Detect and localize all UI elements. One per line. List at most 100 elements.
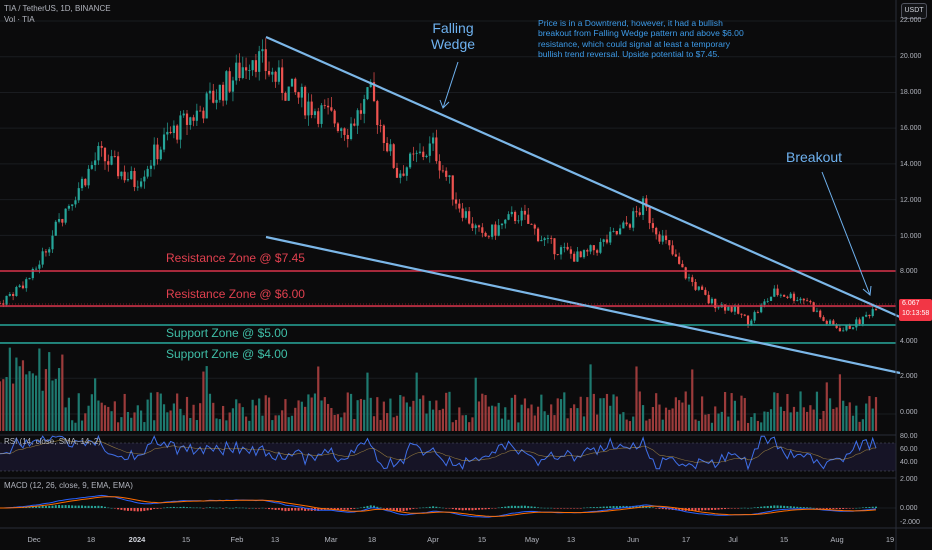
candle-body	[277, 67, 280, 82]
volume-bar	[415, 372, 418, 431]
volume-bar	[855, 405, 858, 431]
candle-body	[94, 160, 97, 166]
candle-body	[61, 219, 64, 223]
volume-bar	[356, 400, 359, 431]
macd-hist-bar	[402, 508, 405, 512]
volume-bar	[290, 415, 294, 431]
volume-bar	[641, 405, 645, 431]
macd-hist-bar	[730, 508, 733, 509]
candle-body	[5, 295, 8, 305]
macd-hist-bar	[842, 508, 845, 510]
macd-hist-bar	[697, 508, 700, 511]
macd-hist-bar	[126, 508, 129, 511]
candle-body	[612, 230, 615, 232]
macd-hist-bar	[448, 508, 451, 509]
candle-body	[681, 263, 684, 268]
candle-body	[336, 123, 340, 131]
candle-body	[386, 142, 389, 152]
candle-body	[320, 105, 323, 124]
macd-hist-bar	[189, 507, 192, 508]
macd-hist-bar	[172, 506, 175, 508]
volume-bar	[494, 406, 497, 431]
volume-bar	[18, 366, 21, 431]
candle-body	[261, 49, 264, 52]
volume-bar	[592, 393, 595, 431]
volume-bar	[474, 377, 477, 431]
volume-bar	[697, 420, 700, 431]
candle-body	[290, 78, 294, 87]
volume-bar	[431, 409, 435, 431]
candle-body	[326, 105, 330, 108]
currency-button[interactable]: USDT	[901, 3, 927, 19]
macd-hist-bar	[38, 506, 41, 508]
volume-bar	[658, 404, 661, 431]
candle-body	[514, 211, 517, 222]
candle-body	[8, 294, 11, 296]
volume-bar	[340, 417, 343, 431]
candle-body	[789, 293, 792, 298]
volume-bar	[609, 405, 612, 431]
candle-body	[760, 304, 763, 313]
macd-hist-bar	[166, 507, 169, 508]
macd-hist-bar	[215, 507, 218, 509]
macd-hist-bar	[648, 506, 651, 508]
macd-hist-bar	[48, 505, 51, 508]
macd-hist-bar	[520, 505, 523, 508]
volume-bar	[635, 366, 638, 431]
candle-body	[418, 151, 422, 153]
volume-bar	[399, 395, 402, 431]
volume-bar	[159, 393, 162, 431]
volume-bar	[576, 408, 579, 431]
volume-bar	[812, 409, 815, 431]
macd-hist-bar	[829, 508, 832, 509]
candle-body	[504, 219, 507, 224]
volume-bar	[130, 417, 133, 431]
macd-hist-bar	[776, 505, 779, 508]
candle-body	[481, 227, 484, 233]
macd-hist-bar	[871, 506, 874, 508]
volume-bar	[363, 399, 366, 431]
macd-hist-bar	[389, 508, 392, 510]
support-500-label: Support Zone @ $5.00	[166, 326, 288, 340]
volume-bar	[454, 419, 458, 431]
macd-hist-bar	[277, 508, 280, 510]
macd-hist-bar	[248, 508, 251, 509]
candle-body	[212, 90, 215, 103]
candle-body	[491, 224, 494, 237]
volume-bar	[64, 407, 67, 431]
resistance-745-label: Resistance Zone @ $7.45	[166, 251, 305, 265]
candle-body	[559, 247, 563, 255]
macd-hist-bar	[291, 508, 293, 511]
candle-body	[192, 117, 195, 121]
candle-body	[392, 144, 395, 168]
candle-body	[861, 316, 864, 325]
candle-body	[842, 330, 845, 332]
volume-bar	[497, 402, 500, 431]
macd-hist-bar	[271, 508, 274, 510]
candle-body	[307, 101, 310, 116]
volume-bar	[681, 402, 684, 431]
candle-body	[182, 113, 185, 116]
volume-bar	[691, 369, 694, 431]
macd-hist-bar	[307, 508, 310, 511]
macd-tick: -2.000	[900, 519, 920, 526]
candle-body	[855, 319, 858, 328]
macd-hist-bar	[418, 507, 421, 509]
macd-hist-bar	[77, 505, 80, 508]
volume-bar	[176, 393, 179, 431]
volume-bar	[602, 398, 605, 431]
macd-hist-bar	[540, 507, 543, 509]
volume-bar	[228, 412, 231, 431]
volume-bar	[806, 411, 809, 431]
candle-body	[668, 240, 671, 246]
macd-hist-bar	[140, 508, 143, 512]
volume-bar	[202, 371, 205, 431]
candle-body	[225, 71, 228, 101]
volume-bar	[313, 393, 317, 431]
macd-hist-bar	[756, 507, 759, 508]
macd-hist-bar	[802, 507, 805, 508]
candle-body	[779, 294, 782, 296]
candle-body	[589, 245, 592, 252]
volume-bar	[750, 416, 753, 431]
macd-hist-bar	[743, 507, 746, 509]
